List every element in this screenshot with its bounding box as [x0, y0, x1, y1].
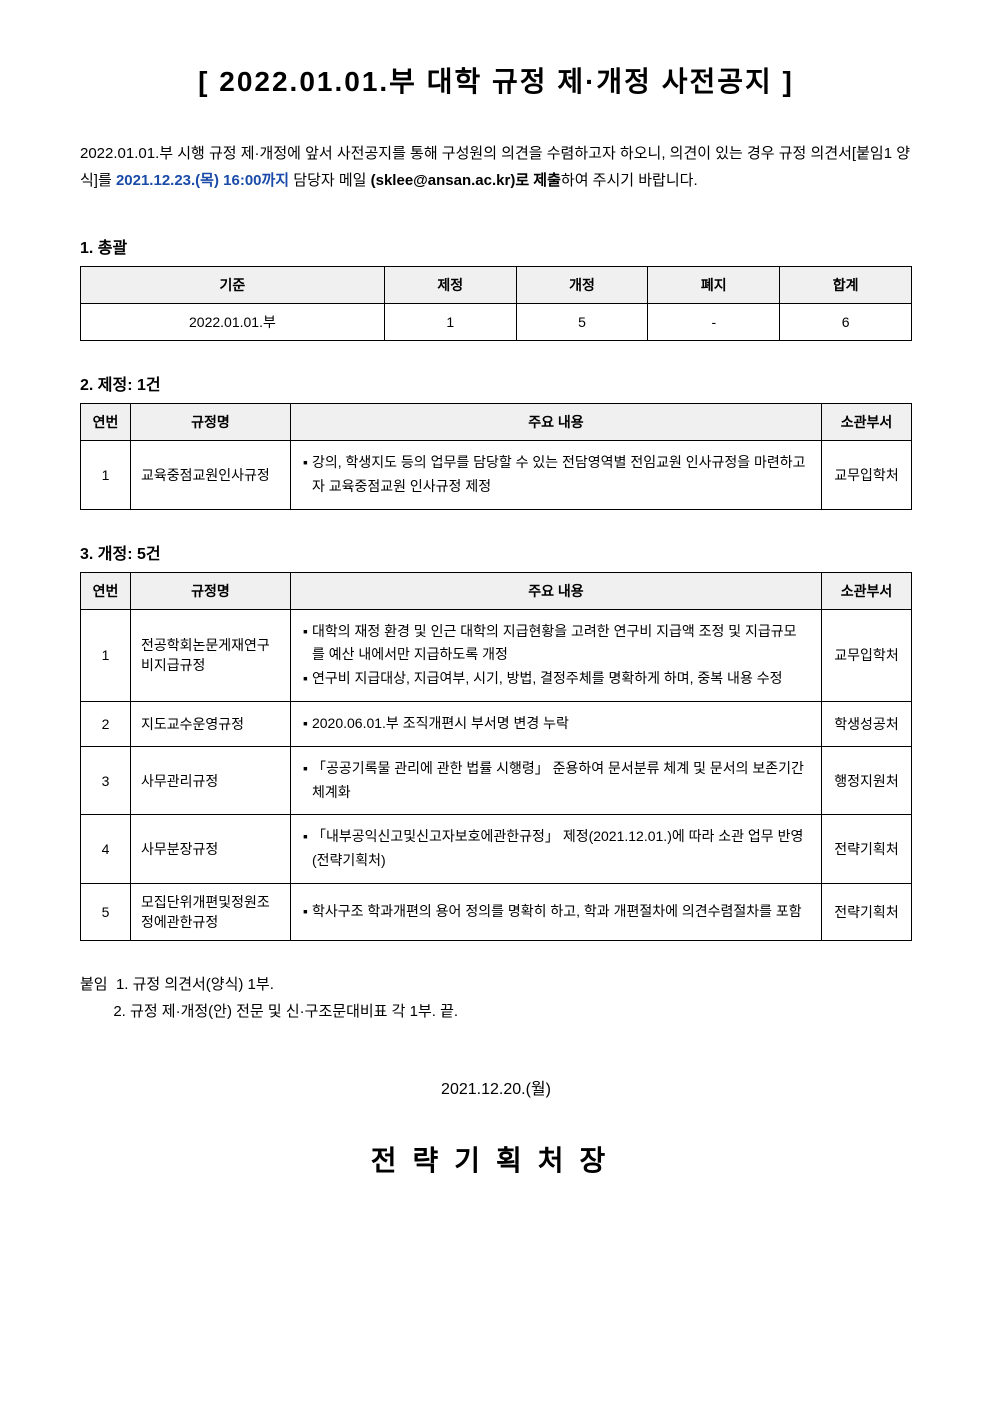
row-no: 2	[81, 701, 131, 746]
summary-header-cell: 개정	[516, 267, 648, 304]
row-name: 지도교수운영규정	[131, 701, 291, 746]
date-line: 2021.12.20.(월)	[80, 1075, 912, 1099]
document-title: [ 2022.01.01.부 대학 규정 제·개정 사전공지 ]	[80, 60, 912, 100]
row-content: ▪2020.06.01.부 조직개편시 부서명 변경 누락	[291, 701, 822, 746]
row-content: ▪대학의 재정 환경 및 인근 대학의 지급현황을 고려한 연구비 지급액 조정…	[291, 609, 822, 701]
row-dept: 전략기획처	[822, 883, 912, 940]
summary-cell: 1	[384, 304, 516, 341]
row-name: 모집단위개편및정원조정에관한규정	[131, 883, 291, 940]
row-dept: 교무입학처	[822, 609, 912, 701]
attachments: 붙임 1. 규정 의견서(양식) 1부. 2. 규정 제·개정(안) 전문 및 …	[80, 971, 912, 1025]
bullet-marker: ▪	[303, 825, 308, 849]
summary-table: 기준 제정 개정 폐지 합계 2022.01.01.부 1 5 - 6	[80, 266, 912, 341]
revision-header-row: 연번 규정명 주요 내용 소관부서	[81, 572, 912, 609]
intro-paragraph: 2022.01.01.부 시행 규정 제·개정에 앞서 사전공지를 통해 구성원…	[80, 140, 912, 194]
row-dept: 행정지원처	[822, 746, 912, 815]
bullet-text: 「공공기록물 관리에 관한 법률 시행령」 준용하여 문서분류 체계 및 문서의…	[312, 757, 809, 805]
row-dept: 학생성공처	[822, 701, 912, 746]
header-name: 규정명	[131, 404, 291, 441]
summary-header-cell: 합계	[780, 267, 912, 304]
header-no: 연번	[81, 572, 131, 609]
bullet-marker: ▪	[303, 451, 308, 475]
summary-header-row: 기준 제정 개정 폐지 합계	[81, 267, 912, 304]
section3-heading: 3. 개정: 5건	[80, 540, 912, 564]
section2-heading: 2. 제정: 1건	[80, 371, 912, 395]
bullet-text: 강의, 학생지도 등의 업무를 담당할 수 있는 전담영역별 전임교원 인사규정…	[312, 451, 809, 499]
row-no: 4	[81, 815, 131, 884]
attachment-item2: 2. 규정 제·개정(안) 전문 및 신·구조문대비표 각 1부. 끝.	[113, 1003, 458, 1020]
bullet-text: 연구비 지급대상, 지급여부, 시기, 방법, 결정주체를 명확하게 하며, 중…	[312, 667, 783, 691]
deadline-text: 2021.12.23.(목) 16:00까지	[116, 172, 289, 189]
attachment-item1: 1. 규정 의견서(양식) 1부.	[116, 976, 274, 993]
summary-header-cell: 제정	[384, 267, 516, 304]
bullet-marker: ▪	[303, 667, 308, 691]
bullet-text: 대학의 재정 환경 및 인근 대학의 지급현황을 고려한 연구비 지급액 조정 …	[312, 620, 809, 668]
row-no: 3	[81, 746, 131, 815]
header-content: 주요 내용	[291, 572, 822, 609]
row-name: 사무관리규정	[131, 746, 291, 815]
bullet-text: 2020.06.01.부 조직개편시 부서명 변경 누락	[312, 712, 569, 736]
bullet-text: 「내부공익신고및신고자보호에관한규정」 제정(2021.12.01.)에 따라 …	[312, 825, 809, 873]
summary-cell: 6	[780, 304, 912, 341]
row-content: ▪「공공기록물 관리에 관한 법률 시행령」 준용하여 문서분류 체계 및 문서…	[291, 746, 822, 815]
section1-heading: 1. 총괄	[80, 234, 912, 258]
enactment-header-row: 연번 규정명 주요 내용 소관부서	[81, 404, 912, 441]
summary-header-cell: 폐지	[648, 267, 780, 304]
intro-text-after-deadline: 담당자 메일	[289, 172, 371, 189]
row-no: 1	[81, 441, 131, 510]
bullet-marker: ▪	[303, 712, 308, 736]
row-name: 교육중점교원인사규정	[131, 441, 291, 510]
intro-text-end: 하여 주시기 바랍니다.	[561, 172, 698, 189]
enactment-table: 연번 규정명 주요 내용 소관부서 1 교육중점교원인사규정 ▪강의, 학생지도…	[80, 403, 912, 510]
attachment-prefix: 붙임	[80, 976, 108, 993]
revision-row: 1 전공학회논문게재연구비지급규정 ▪대학의 재정 환경 및 인근 대학의 지급…	[81, 609, 912, 701]
row-no: 1	[81, 609, 131, 701]
summary-cell: 2022.01.01.부	[81, 304, 385, 341]
bullet-marker: ▪	[303, 757, 308, 781]
summary-cell: 5	[516, 304, 648, 341]
email-bold: (sklee@ansan.ac.kr)로 제출	[371, 172, 561, 189]
header-dept: 소관부서	[822, 572, 912, 609]
header-dept: 소관부서	[822, 404, 912, 441]
revision-table: 연번 규정명 주요 내용 소관부서 1 전공학회논문게재연구비지급규정 ▪대학의…	[80, 572, 912, 941]
header-no: 연번	[81, 404, 131, 441]
enactment-row: 1 교육중점교원인사규정 ▪강의, 학생지도 등의 업무를 담당할 수 있는 전…	[81, 441, 912, 510]
header-content: 주요 내용	[291, 404, 822, 441]
bullet-marker: ▪	[303, 900, 308, 924]
row-name: 사무분장규정	[131, 815, 291, 884]
summary-cell: -	[648, 304, 780, 341]
revision-row: 5 모집단위개편및정원조정에관한규정 ▪학사구조 학과개편의 용어 정의를 명확…	[81, 883, 912, 940]
revision-row: 2 지도교수운영규정 ▪2020.06.01.부 조직개편시 부서명 변경 누락…	[81, 701, 912, 746]
row-no: 5	[81, 883, 131, 940]
bullet-text: 학사구조 학과개편의 용어 정의를 명확히 하고, 학과 개편절차에 의견수렴절…	[312, 900, 802, 924]
row-name: 전공학회논문게재연구비지급규정	[131, 609, 291, 701]
row-content: ▪강의, 학생지도 등의 업무를 담당할 수 있는 전담영역별 전임교원 인사규…	[291, 441, 822, 510]
row-dept: 전략기획처	[822, 815, 912, 884]
summary-row: 2022.01.01.부 1 5 - 6	[81, 304, 912, 341]
row-content: ▪「내부공익신고및신고자보호에관한규정」 제정(2021.12.01.)에 따라…	[291, 815, 822, 884]
header-name: 규정명	[131, 572, 291, 609]
row-content: ▪학사구조 학과개편의 용어 정의를 명확히 하고, 학과 개편절차에 의견수렴…	[291, 883, 822, 940]
bullet-marker: ▪	[303, 620, 308, 644]
signature: 전략기획처장	[80, 1139, 912, 1179]
revision-row: 4 사무분장규정 ▪「내부공익신고및신고자보호에관한규정」 제정(2021.12…	[81, 815, 912, 884]
summary-header-cell: 기준	[81, 267, 385, 304]
row-dept: 교무입학처	[822, 441, 912, 510]
revision-row: 3 사무관리규정 ▪「공공기록물 관리에 관한 법률 시행령」 준용하여 문서분…	[81, 746, 912, 815]
